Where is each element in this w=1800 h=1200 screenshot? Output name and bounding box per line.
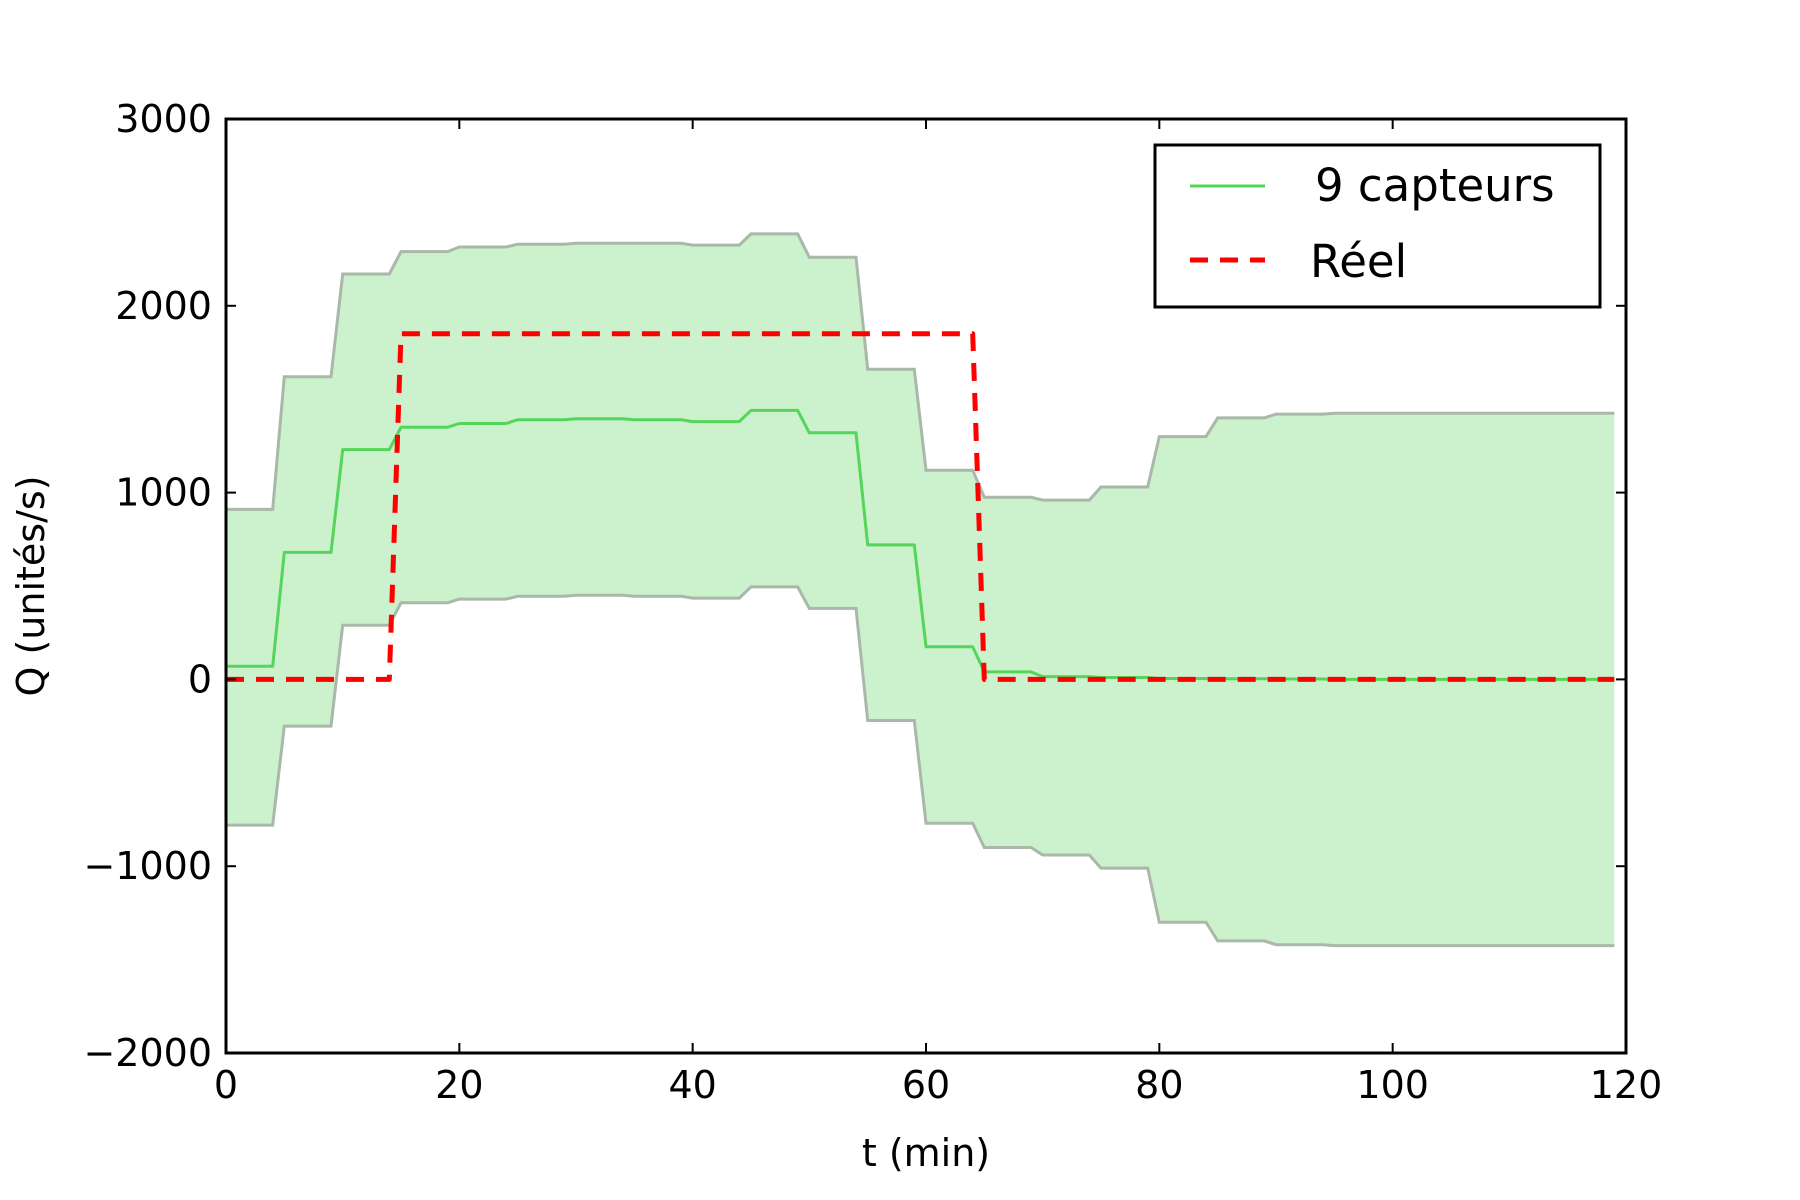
legend-label-reel: Réel: [1310, 235, 1407, 288]
band-lower-edge: [226, 585, 1615, 948]
x-tick-label: 60: [902, 1063, 950, 1107]
y-tick-label: −1000: [83, 844, 212, 888]
x-tick-label: 20: [435, 1063, 483, 1107]
x-tick-label: 80: [1135, 1063, 1183, 1107]
series-line-reel: [226, 331, 1615, 682]
y-tick-label: 1000: [115, 471, 212, 515]
legend-box: [1153, 143, 1602, 309]
y-tick-label: 3000: [115, 97, 212, 141]
x-tick-label: 120: [1590, 1063, 1663, 1107]
series-group: [226, 331, 1615, 682]
y-tick-label: −2000: [83, 1031, 212, 1075]
x-axis-title: t (min): [862, 1131, 990, 1175]
y-tick-label: 2000: [115, 284, 212, 328]
x-tick-label: 100: [1356, 1063, 1429, 1107]
x-tick-label: 40: [668, 1063, 716, 1107]
y-tick-label: 0: [188, 657, 212, 701]
ticks-group: 0 20 40 60 80 100 120 −2000 −1000 0 1000 2000 3000: [83, 97, 1662, 1107]
y-axis-title: Q (unités/s): [9, 475, 53, 696]
legend-label-9-capteurs: 9 capteurs: [1315, 159, 1555, 212]
legend: 9 capteurs Réel: [1153, 143, 1602, 309]
band-upper-edge: [226, 232, 1615, 511]
x-tick-label: 0: [214, 1063, 238, 1107]
